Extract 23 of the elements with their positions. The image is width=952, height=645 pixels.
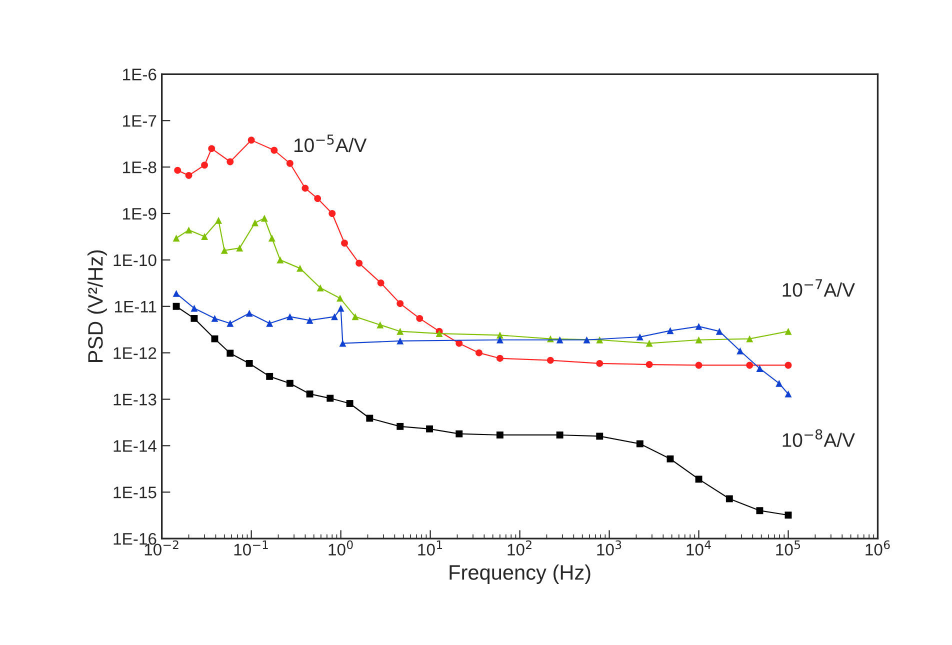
x-axis-title: Frequency (Hz) <box>450 564 590 584</box>
y-tick-label: 1E-8 <box>123 161 156 174</box>
x-tick-label: 10$^{3}$ <box>597 540 622 556</box>
x-tick-label: 10$^{2}$ <box>508 540 532 556</box>
y-tick-label: 1E-12 <box>114 347 156 359</box>
y-tick-label: 1E-9 <box>123 208 156 220</box>
series-label: 10$^{−7}$A/V <box>782 279 855 297</box>
y-tick-label: 1E-11 <box>115 300 156 312</box>
y-tick-label: 1E-15 <box>114 486 156 498</box>
x-tick-label: 10$^{6}$ <box>866 540 890 556</box>
y-tick-label: 1E-13 <box>114 394 156 406</box>
x-tick-label: 10$^{5}$ <box>776 540 800 556</box>
series-label: 10$^{−5}$A/V <box>294 134 367 152</box>
y-tick-label: 1E-6 <box>123 68 156 80</box>
y-tick-label: 1E-7 <box>123 115 156 127</box>
x-tick-label: 10$^{4}$ <box>686 540 711 556</box>
x-tick-label: 10$^{1}$ <box>418 540 442 556</box>
y-tick-label: 1E-10 <box>114 254 156 266</box>
x-tick-label: 10$^{−1}$ <box>234 540 268 556</box>
y-tick-label: 1E-14 <box>114 440 156 452</box>
x-tick-label: 10$^{0}$ <box>328 540 353 556</box>
series-label: 10$^{−8}$A/V <box>782 429 855 447</box>
y-axis-title: PSD (V²/Hz) <box>88 250 107 362</box>
